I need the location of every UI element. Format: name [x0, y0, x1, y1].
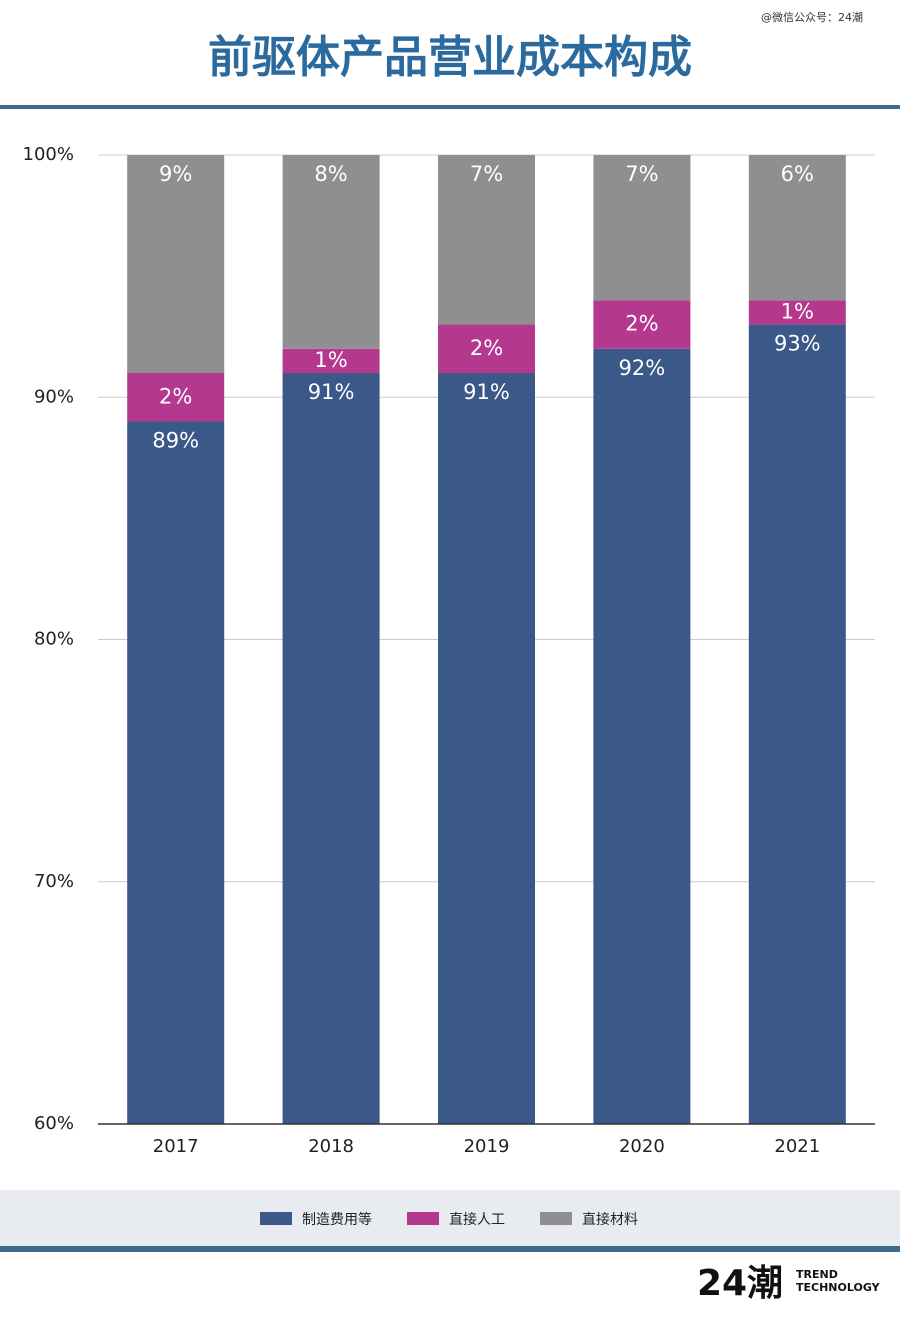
y-tick-label: 70% — [34, 871, 74, 892]
bar-segment — [282, 348, 380, 374]
value-label: 7% — [470, 162, 503, 186]
bar-segment — [748, 324, 846, 1124]
value-label: 9% — [159, 162, 192, 186]
bar-segment — [438, 155, 535, 325]
bar-segment — [127, 421, 225, 1125]
value-label: 93% — [774, 332, 821, 356]
y-tick-label: 100% — [23, 144, 74, 165]
legend-swatch — [407, 1212, 439, 1225]
value-label: 91% — [463, 380, 510, 404]
bar-segment — [593, 348, 691, 1124]
footer-rule — [0, 1246, 900, 1252]
bar-segment — [127, 155, 225, 374]
legend-label: 直接材料 — [582, 1211, 638, 1228]
y-tick-label: 60% — [34, 1113, 74, 1134]
x-tick-label: 2020 — [619, 1136, 665, 1157]
value-label: 2% — [470, 336, 503, 360]
legend-label: 直接人工 — [449, 1211, 505, 1228]
value-label: 2% — [625, 312, 658, 336]
value-label: 2% — [159, 384, 192, 408]
bar-segment — [748, 300, 846, 325]
bar-segment — [282, 155, 380, 349]
legend-swatch — [260, 1212, 292, 1225]
chart-title: 前驱体产品营业成本构成 — [208, 32, 692, 83]
x-tick-label: 2021 — [774, 1136, 820, 1157]
value-label: 1% — [314, 348, 347, 372]
value-label: 8% — [314, 162, 347, 186]
bar-segment — [438, 373, 535, 1124]
x-tick-label: 2017 — [153, 1136, 199, 1157]
logo-mark: 24潮 — [697, 1263, 783, 1304]
bar-segment — [593, 155, 691, 301]
title-rule — [0, 105, 900, 109]
y-tick-label: 80% — [34, 629, 74, 650]
bar-segment — [748, 155, 846, 301]
bar-segment — [282, 373, 380, 1124]
legend-swatch — [540, 1212, 572, 1225]
value-label: 6% — [781, 162, 814, 186]
value-label: 7% — [625, 162, 658, 186]
value-label: 89% — [152, 428, 199, 452]
x-tick-label: 2019 — [464, 1136, 510, 1157]
value-label: 91% — [308, 380, 355, 404]
bar-segment — [438, 324, 535, 374]
value-label: 92% — [619, 356, 666, 380]
y-tick-label: 90% — [34, 386, 74, 407]
value-label: 1% — [781, 299, 814, 323]
bar-segment — [593, 300, 691, 349]
x-tick-label: 2018 — [308, 1136, 354, 1157]
bar-segment — [127, 373, 225, 422]
legend-label: 制造费用等 — [302, 1211, 372, 1228]
logo-text: TREND — [796, 1268, 838, 1281]
legend-band — [0, 1190, 900, 1246]
logo-text: TECHNOLOGY — [796, 1281, 881, 1294]
watermark: @微信公众号：24潮 — [761, 10, 863, 24]
